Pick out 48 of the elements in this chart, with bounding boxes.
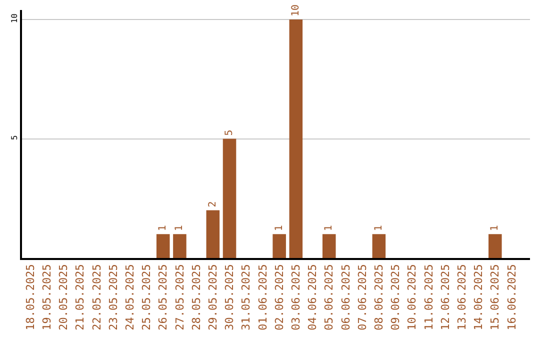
x-tick-label: 16.06.2025 [505,264,518,330]
x-tick-label: 03.06.2025 [289,264,302,330]
bar [173,234,186,258]
x-tick-label: 15.06.2025 [488,264,502,330]
x-tick-label: 20.05.2025 [57,264,70,330]
data-label: 1 [373,225,384,232]
x-tick-label: 12.06.2025 [438,264,452,330]
x-tick-label: 01.06.2025 [256,264,270,330]
x-tick-label: 10.06.2025 [406,264,419,330]
bar [322,234,336,258]
x-tick-label: 06.06.2025 [339,264,352,330]
x-tick-label: 13.06.2025 [456,264,469,330]
x-tick-label: 14.06.2025 [472,264,486,330]
bar [289,20,303,258]
data-label: 1 [274,225,285,232]
x-tick-label: 05.06.2025 [322,264,336,330]
x-tick-label: 30.05.2025 [223,264,236,330]
data-label: 1 [324,225,335,232]
bar [272,234,286,258]
data-label: 2 [207,201,218,208]
x-tick-label: 29.05.2025 [206,264,220,330]
x-tick-label: 18.05.2025 [24,264,37,330]
data-label: 1 [174,225,186,232]
x-tick-label: 25.05.2025 [140,264,154,330]
x-tick-label: 08.06.2025 [372,264,386,330]
data-label: 1 [490,225,501,232]
bar [488,234,502,258]
x-tick-label: 28.05.2025 [190,264,203,330]
data-label: 10 [290,4,302,17]
x-tick-label: 24.05.2025 [123,264,136,330]
x-tick-label: 31.05.2025 [240,264,253,330]
x-tick-label: 26.05.2025 [156,264,170,330]
bar [206,210,220,258]
x-tick-label: 09.06.2025 [389,264,402,330]
bar [222,138,236,258]
data-label: 1 [158,225,169,232]
x-tick-label: 19.05.2025 [40,264,54,330]
x-tick-label: 04.06.2025 [306,264,320,330]
x-tick-label: 07.06.2025 [356,264,369,330]
x-tick-label: 22.05.2025 [90,264,104,330]
x-tick-label: 21.05.2025 [74,264,87,330]
bar [372,234,386,258]
x-tick-label: 11.06.2025 [422,264,436,330]
bar [156,234,170,258]
x-tick-label: 23.05.2025 [106,264,120,330]
x-tick-label: 27.05.2025 [173,264,186,330]
x-tick-label: 02.06.2025 [272,264,286,330]
data-label: 5 [224,130,236,136]
